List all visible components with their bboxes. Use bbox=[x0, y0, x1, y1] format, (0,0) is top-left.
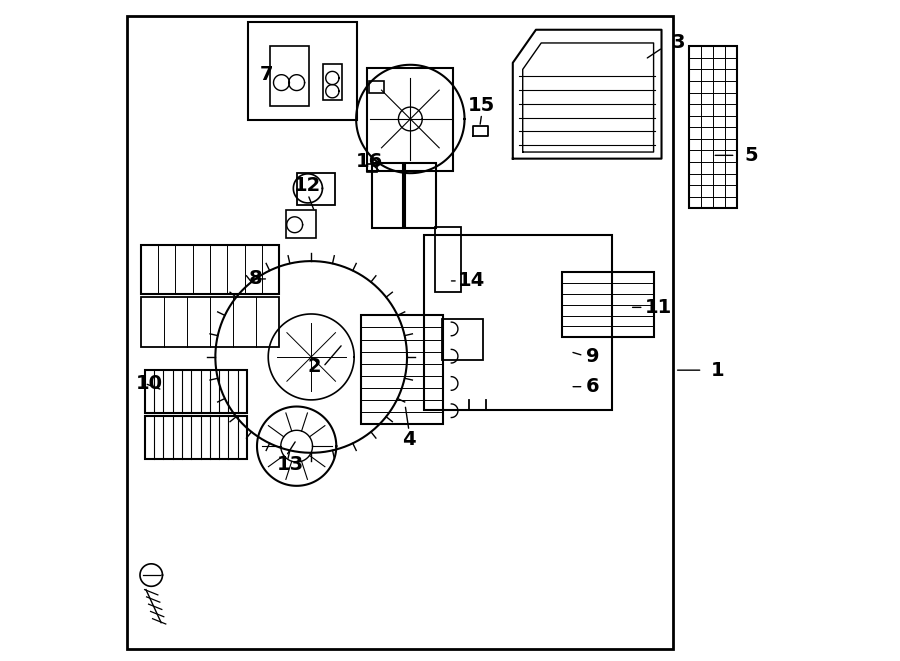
Bar bbox=[562, 272, 653, 337]
Text: 3: 3 bbox=[671, 34, 685, 52]
Bar bbox=[367, 68, 454, 171]
Bar bbox=[323, 64, 342, 100]
Bar bbox=[286, 210, 316, 238]
Text: 9: 9 bbox=[586, 348, 599, 366]
Bar bbox=[140, 245, 280, 294]
Bar bbox=[436, 227, 461, 292]
Text: 11: 11 bbox=[645, 298, 672, 317]
Bar bbox=[369, 81, 384, 93]
Text: 8: 8 bbox=[249, 270, 263, 288]
Text: 1: 1 bbox=[711, 361, 724, 379]
Bar bbox=[145, 416, 248, 459]
Text: 15: 15 bbox=[468, 97, 495, 115]
Bar bbox=[689, 46, 737, 208]
Bar bbox=[145, 370, 248, 413]
Bar bbox=[297, 173, 335, 205]
Bar bbox=[424, 235, 612, 410]
Text: 5: 5 bbox=[744, 146, 758, 165]
Text: 6: 6 bbox=[586, 377, 599, 396]
Bar bbox=[128, 16, 673, 649]
Text: 4: 4 bbox=[402, 430, 416, 449]
Bar bbox=[361, 315, 444, 424]
Bar bbox=[442, 319, 483, 360]
Text: 7: 7 bbox=[259, 65, 273, 83]
Text: 10: 10 bbox=[136, 374, 163, 393]
Text: 2: 2 bbox=[308, 358, 321, 376]
Text: 14: 14 bbox=[458, 272, 485, 290]
Bar bbox=[367, 164, 377, 172]
Bar bbox=[372, 163, 403, 228]
Bar bbox=[270, 46, 309, 106]
Bar bbox=[405, 163, 436, 228]
Text: 13: 13 bbox=[277, 455, 304, 473]
Bar bbox=[248, 22, 357, 120]
Text: 16: 16 bbox=[356, 153, 383, 171]
Bar bbox=[140, 297, 280, 347]
Text: 12: 12 bbox=[294, 176, 321, 194]
